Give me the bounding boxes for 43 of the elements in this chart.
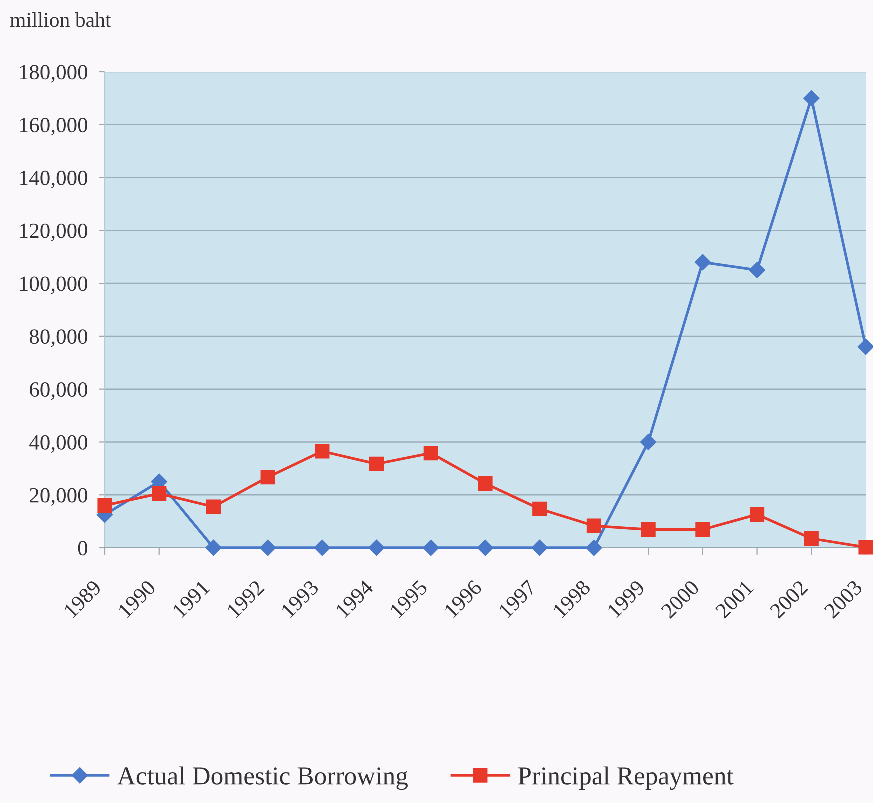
point (858, 338, 873, 356)
point (641, 522, 656, 538)
point (260, 470, 276, 485)
point (424, 446, 438, 461)
point (477, 540, 494, 556)
point (586, 540, 602, 556)
y-tick-label: 60,000 (30, 382, 88, 400)
y-axis-title: million baht (10, 12, 112, 28)
point (368, 540, 385, 556)
y-tick-label: 20,000 (30, 488, 88, 506)
point (532, 502, 548, 516)
x-tick-label: 1991 (172, 580, 211, 618)
legend-label: Actual Domestic Borrowing (118, 766, 408, 790)
y-tick-label: 140,000 (20, 170, 88, 189)
y-tick-label: 120,000 (20, 224, 88, 242)
point (369, 456, 384, 472)
x-tick-label: 1993 (280, 580, 320, 618)
point (749, 262, 766, 278)
point (423, 540, 440, 556)
point (478, 476, 493, 492)
y-tick-label: 100,000 (20, 276, 88, 294)
point (804, 531, 819, 546)
point (152, 486, 167, 502)
point (315, 444, 330, 459)
point (694, 254, 711, 270)
point (260, 540, 276, 556)
point (750, 507, 765, 522)
point (206, 540, 222, 556)
y-tick-label: 0 (78, 541, 88, 556)
point (98, 498, 112, 513)
point (858, 540, 873, 555)
point (532, 540, 548, 556)
y-tick-label: 180,000 (20, 65, 88, 83)
y-tick-label: 40,000 (30, 435, 88, 453)
point (586, 518, 602, 534)
point (640, 434, 657, 450)
y-tick-label: 80,000 (30, 330, 88, 348)
legend-label: Principal Repayment (518, 766, 734, 790)
point (206, 500, 222, 514)
y-tick-label: 160,000 (20, 118, 88, 136)
point (804, 90, 820, 107)
point (696, 522, 710, 538)
point (314, 540, 330, 556)
